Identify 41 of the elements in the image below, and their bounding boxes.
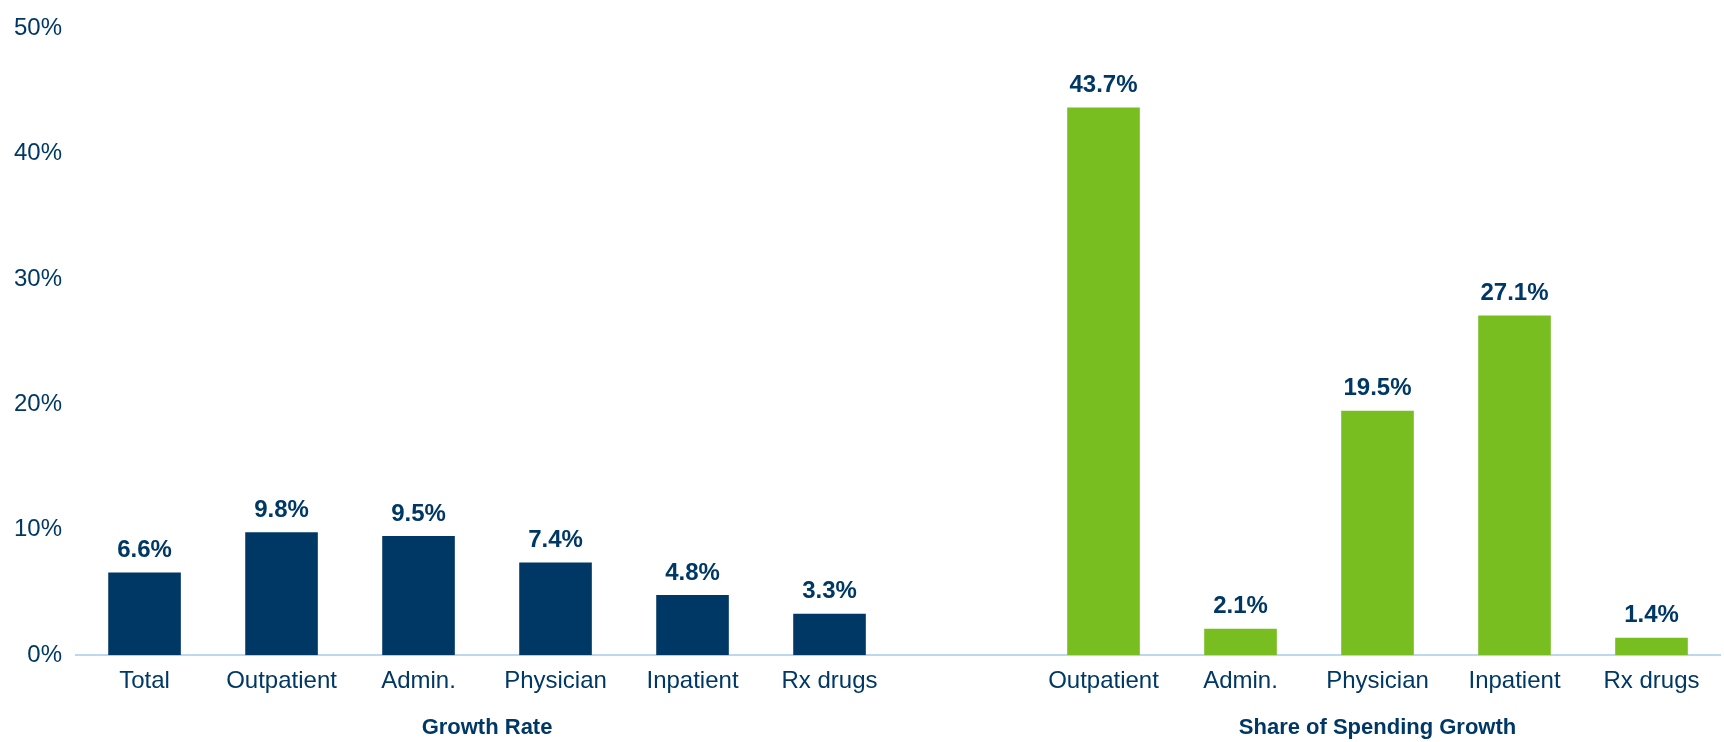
data-label: 9.5% bbox=[391, 498, 446, 526]
data-label: 7.4% bbox=[528, 525, 583, 553]
data-label: 6.6% bbox=[117, 535, 172, 563]
bar bbox=[108, 572, 181, 656]
text: Share of Spending Growth bbox=[1238, 714, 1517, 739]
bar bbox=[382, 536, 455, 656]
x-tick-label: Physician bbox=[504, 666, 607, 694]
bar bbox=[793, 613, 866, 656]
bar bbox=[519, 562, 592, 656]
bar bbox=[656, 595, 729, 656]
bar bbox=[1341, 410, 1414, 656]
data-label: 9.8% bbox=[254, 494, 309, 522]
data-label: 3.3% bbox=[802, 576, 857, 604]
y-tick-label: 30% bbox=[13, 263, 63, 291]
bar bbox=[1615, 637, 1688, 656]
text: Growth Rate bbox=[421, 714, 553, 739]
data-label: 2.1% bbox=[1213, 591, 1268, 619]
x-tick-label: Outpatient bbox=[226, 666, 338, 694]
data-label: 27.1% bbox=[1480, 278, 1549, 306]
x-tick-label: Physician bbox=[1326, 666, 1429, 694]
data-label: 19.5% bbox=[1343, 373, 1412, 401]
y-tick-label: 20% bbox=[13, 389, 63, 417]
y-tick-label: 40% bbox=[13, 138, 63, 166]
bar bbox=[245, 532, 318, 656]
bar bbox=[1067, 107, 1140, 656]
data-label: 4.8% bbox=[665, 557, 720, 585]
x-tick-label: Rx drugs bbox=[781, 666, 878, 694]
bar bbox=[1204, 628, 1277, 656]
data-label: 43.7% bbox=[1069, 70, 1138, 97]
x-tick-label: Admin. bbox=[381, 666, 456, 694]
x-tick-label: Total bbox=[119, 666, 170, 694]
data-label: 1.4% bbox=[1624, 600, 1679, 628]
x-tick-label: Inpatient bbox=[1468, 666, 1561, 694]
y-tick-label: 50% bbox=[13, 13, 63, 41]
x-tick-label: Outpatient bbox=[1048, 666, 1160, 694]
x-tick-label: Inpatient bbox=[646, 666, 739, 694]
bar bbox=[1478, 315, 1551, 656]
y-tick-label: 0% bbox=[27, 639, 63, 667]
x-tick-label: Rx drugs bbox=[1603, 666, 1700, 694]
y-tick-label: 10% bbox=[13, 514, 63, 542]
x-tick-label: Admin. bbox=[1203, 666, 1278, 694]
